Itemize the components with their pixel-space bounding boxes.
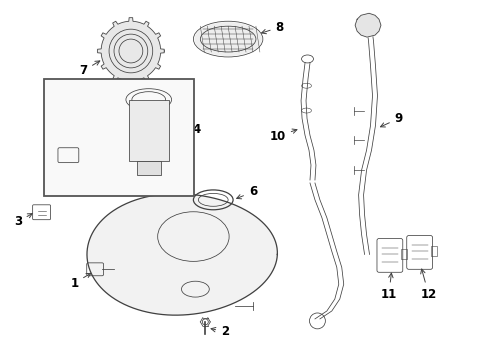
Text: 5: 5: [70, 127, 83, 144]
Text: 10: 10: [270, 129, 297, 143]
Text: 2: 2: [211, 325, 229, 338]
Text: 1: 1: [70, 273, 91, 290]
Polygon shape: [98, 18, 164, 84]
Bar: [137, 161, 161, 175]
Text: 6: 6: [237, 185, 257, 199]
Text: 3: 3: [14, 213, 32, 228]
Ellipse shape: [195, 22, 262, 56]
Text: 11: 11: [381, 273, 397, 301]
Bar: [44, 79, 195, 196]
Bar: [129, 100, 169, 161]
Text: 4: 4: [172, 123, 200, 136]
Text: 7: 7: [79, 61, 100, 77]
Bar: [401, 249, 407, 260]
Text: 9: 9: [381, 112, 403, 127]
Text: 8: 8: [262, 21, 284, 34]
Polygon shape: [355, 13, 381, 37]
Bar: [431, 247, 437, 256]
Text: 12: 12: [420, 269, 437, 301]
Polygon shape: [87, 194, 277, 315]
